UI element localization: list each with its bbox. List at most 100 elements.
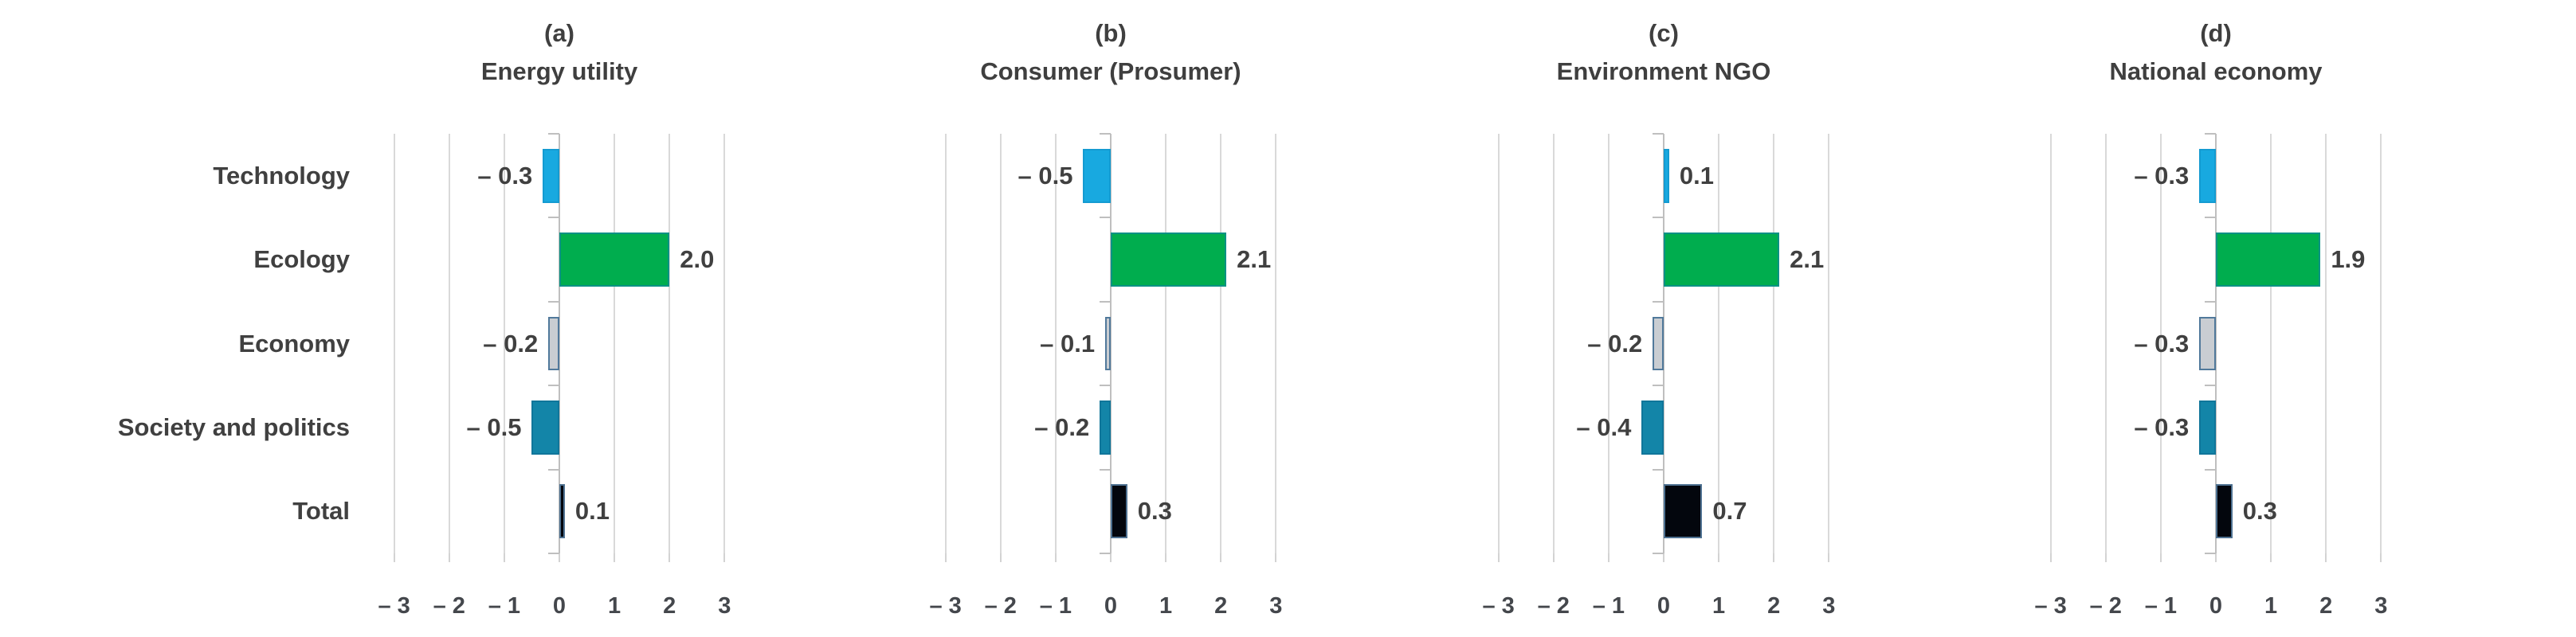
bar-value-label: – 0.4 bbox=[1576, 412, 1632, 441]
x-tick-label: 3 bbox=[2374, 593, 2388, 619]
category-axis-tick bbox=[1653, 553, 1664, 554]
bar-ecology bbox=[559, 233, 670, 287]
gridline bbox=[1165, 134, 1167, 553]
gridline bbox=[1718, 134, 1720, 553]
bar-total bbox=[1664, 484, 1703, 539]
axis-tick-mark bbox=[2159, 553, 2162, 562]
plot-area: – 0.3 1.9 – 0.3 – 0.3 0.3 bbox=[2029, 133, 2403, 562]
bar-value-label: 0.1 bbox=[1679, 161, 1715, 190]
gridline bbox=[1220, 134, 1222, 553]
category-axis-tick bbox=[548, 385, 559, 387]
panel-title-text: Consumer (Prosumer) bbox=[980, 57, 1241, 86]
axis-tick-mark bbox=[1220, 553, 1222, 562]
x-axis-labels: – 3 – 2 – 1 0 1 2 3 bbox=[372, 593, 747, 633]
category-axis-tick bbox=[548, 217, 559, 219]
x-axis-labels: – 3 – 2 – 1 0 1 2 3 bbox=[2029, 593, 2403, 633]
panel-title: (c) Environment NGO bbox=[1476, 14, 1851, 91]
bar-value-label: – 0.5 bbox=[1017, 161, 1073, 190]
gridline bbox=[1497, 134, 1500, 553]
axis-tick-mark bbox=[723, 553, 726, 562]
gridline bbox=[503, 134, 505, 553]
category-axis-tick bbox=[2205, 300, 2216, 303]
x-axis-labels: – 3 – 2 – 1 0 1 2 3 bbox=[1476, 593, 1851, 633]
axis-tick-mark bbox=[393, 553, 395, 562]
gridline bbox=[2380, 134, 2382, 553]
bar-economy bbox=[1653, 316, 1664, 371]
x-tick-label: 3 bbox=[1822, 593, 1836, 619]
category-axis-tick bbox=[1653, 300, 1664, 303]
category-label: Society and politics bbox=[117, 412, 350, 441]
x-tick-label: – 1 bbox=[2144, 593, 2178, 619]
gridline bbox=[2104, 134, 2107, 553]
bar-value-label: 2.0 bbox=[680, 245, 715, 274]
panel-tag: (a) bbox=[544, 19, 574, 47]
bar-economy bbox=[1105, 316, 1111, 371]
bar-value-label: – 0.3 bbox=[2134, 412, 2190, 441]
axis-tick-mark bbox=[2380, 553, 2382, 562]
gridline bbox=[723, 134, 726, 553]
gridline bbox=[448, 134, 450, 553]
gridline bbox=[1607, 134, 1610, 553]
x-tick-label: – 3 bbox=[378, 593, 410, 619]
bar-technology bbox=[2199, 148, 2216, 203]
category-axis-tick bbox=[1653, 385, 1664, 387]
x-tick-label: 1 bbox=[608, 593, 621, 619]
bar-value-label: 2.1 bbox=[1237, 245, 1272, 274]
gridline bbox=[2325, 134, 2327, 553]
axis-tick-mark bbox=[669, 553, 671, 562]
category-axis-tick bbox=[1100, 468, 1111, 471]
axis-tick-mark bbox=[503, 553, 505, 562]
x-tick-label: 0 bbox=[2209, 593, 2223, 619]
category-axis-tick bbox=[2205, 385, 2216, 387]
chart-panel-d: (d) National economy – 0.3 1.9 – 0.3 – 0.3 0.3… bbox=[2029, 0, 2403, 637]
axis-tick-mark bbox=[2049, 553, 2052, 562]
x-tick-label: – 2 bbox=[984, 593, 1017, 619]
category-label: Total bbox=[292, 497, 350, 526]
category-axis-tick bbox=[548, 468, 559, 471]
bar-value-label: 0.3 bbox=[1137, 497, 1172, 526]
bar-ecology bbox=[1111, 233, 1227, 287]
bar-total bbox=[2216, 484, 2233, 539]
chart-panel-a: (a) Energy utility – 0.3 2.0– 0.2– 0.5 0.1– … bbox=[372, 0, 747, 637]
bar-total bbox=[559, 484, 565, 539]
gridline bbox=[944, 134, 947, 553]
x-tick-label: 0 bbox=[552, 593, 567, 619]
gridline bbox=[2049, 134, 2052, 553]
gridline bbox=[1054, 134, 1057, 553]
zero-axis-line bbox=[1663, 134, 1664, 553]
category-axis-tick bbox=[548, 133, 559, 135]
axis-tick-mark bbox=[2215, 553, 2217, 562]
x-tick-label: – 2 bbox=[433, 593, 465, 619]
x-tick-label: 1 bbox=[1712, 593, 1726, 619]
bar-value-label: – 0.2 bbox=[1034, 412, 1090, 441]
gridline bbox=[1552, 134, 1555, 553]
panel-tag: (d) bbox=[2200, 19, 2232, 47]
bar-value-label: – 0.3 bbox=[477, 161, 533, 190]
category-label: Ecology bbox=[253, 245, 350, 274]
category-axis-tick bbox=[2205, 217, 2216, 219]
category-axis-tick bbox=[548, 300, 559, 303]
chart-panel-c: (c) Environment NGO 0.1 2.1 – 0.2 – 0.4 0.7 – 3… bbox=[1476, 0, 1851, 637]
category-label: Economy bbox=[238, 329, 350, 358]
x-tick-label: 2 bbox=[1767, 593, 1781, 619]
x-tick-label: 3 bbox=[718, 593, 731, 619]
category-axis-tick bbox=[1100, 385, 1111, 387]
axis-tick-mark bbox=[2104, 553, 2107, 562]
panel-tag: (c) bbox=[1649, 19, 1679, 47]
x-tick-label: – 2 bbox=[1537, 593, 1570, 619]
bar-value-label: 1.9 bbox=[2331, 245, 2366, 274]
x-tick-label: – 3 bbox=[2034, 593, 2067, 619]
x-tick-label: 2 bbox=[663, 593, 676, 619]
plot-area: 0.1 2.1 – 0.2 – 0.4 0.7 bbox=[1476, 133, 1851, 562]
gridline bbox=[669, 134, 671, 553]
x-tick-label: – 1 bbox=[1592, 593, 1625, 619]
axis-tick-mark bbox=[1773, 553, 1775, 562]
axis-tick-mark bbox=[2270, 553, 2272, 562]
gridline bbox=[2159, 134, 2162, 553]
bar-value-label: 0.3 bbox=[2242, 497, 2277, 526]
axis-tick-mark bbox=[1607, 553, 1610, 562]
bar-technology bbox=[543, 148, 559, 203]
chart-panel-b: (b) Consumer (Prosumer) – 0.5 2.1 – 0.1 – 0.2… bbox=[923, 0, 1298, 637]
bar-technology bbox=[1664, 148, 1669, 203]
panel-title-text: National economy bbox=[2109, 57, 2323, 86]
